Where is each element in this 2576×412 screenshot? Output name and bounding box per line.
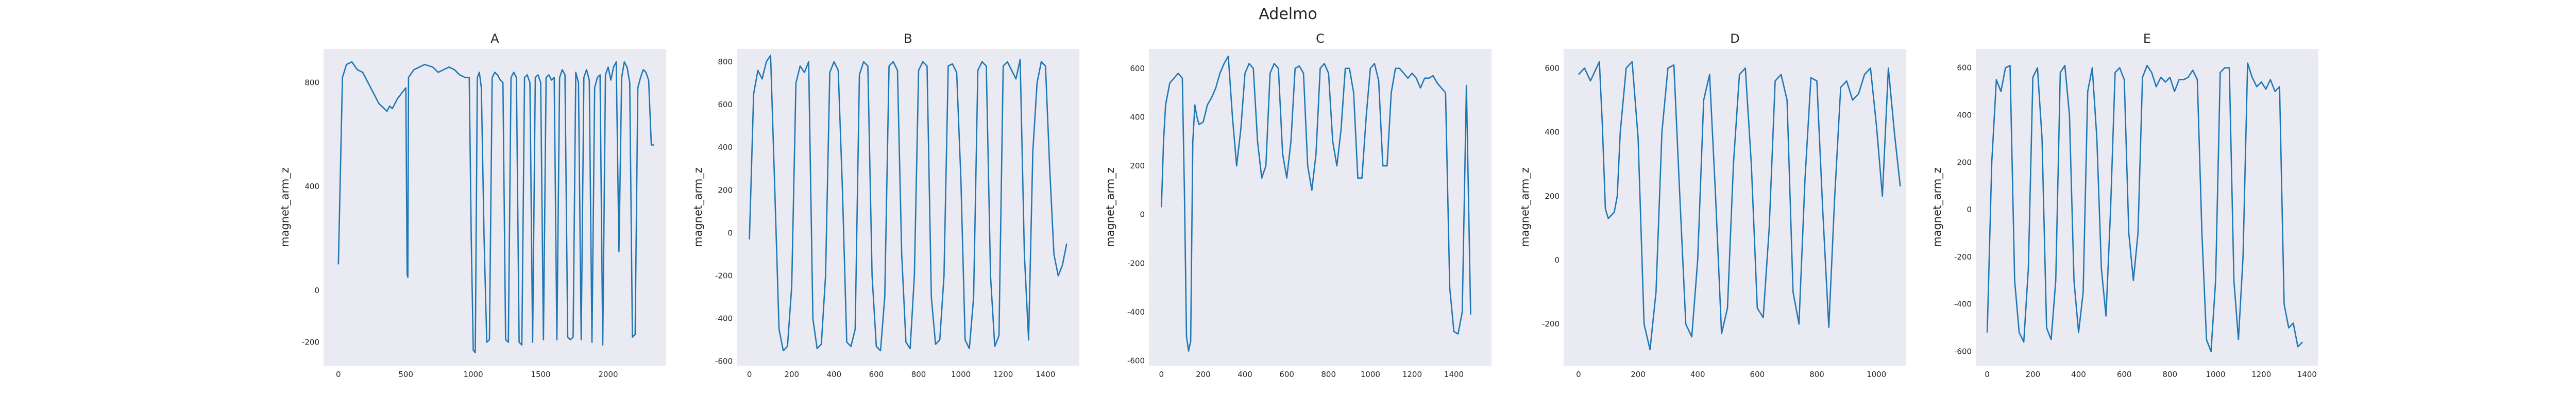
x-tick-label: 200: [2026, 370, 2041, 379]
plot-area: [324, 49, 666, 366]
y-tick-label: 0: [727, 228, 733, 237]
x-tick-label: 200: [784, 370, 799, 379]
x-tick-label: 1000: [1867, 370, 1886, 379]
x-tick-label: 200: [1196, 370, 1211, 379]
y-axis-label: magnet_arm_z: [692, 167, 705, 247]
plot-area: [1976, 49, 2318, 366]
y-tick-label: 0: [314, 286, 319, 295]
y-tick-label: 200: [1957, 158, 1972, 167]
x-tick-label: 1400: [2297, 370, 2317, 379]
x-tick-label: 200: [1631, 370, 1646, 379]
y-tick-label: -400: [1954, 300, 1972, 309]
x-tick-label: 1400: [1444, 370, 1464, 379]
y-tick-label: 600: [1957, 63, 1972, 73]
y-tick-label: 200: [718, 185, 733, 195]
y-tick-label: -200: [1954, 252, 1972, 262]
y-tick-label: 800: [718, 57, 733, 66]
x-tick-label: 2000: [598, 370, 618, 379]
series-line: [337, 61, 654, 354]
x-tick-label: 1000: [951, 370, 971, 379]
y-tick-label: 400: [1957, 111, 1972, 120]
panel-title: E: [2143, 31, 2151, 46]
y-tick-label: -400: [1127, 307, 1145, 317]
x-tick-label: 400: [827, 370, 842, 379]
y-tick-label: 0: [1140, 210, 1145, 219]
x-tick-label: 400: [1238, 370, 1252, 379]
series-line: [1161, 55, 1471, 352]
y-tick-label: -600: [715, 357, 733, 366]
y-tick-label: -200: [1127, 259, 1145, 268]
x-tick-label: 1500: [531, 370, 550, 379]
y-tick-label: -600: [1954, 347, 1972, 356]
y-tick-label: 200: [1130, 161, 1145, 170]
y-tick-label: 200: [1545, 192, 1560, 201]
series-line: [1986, 62, 2303, 352]
panel-title: C: [1316, 31, 1325, 46]
y-tick-label: 600: [718, 100, 733, 109]
y-tick-label: 400: [718, 143, 733, 152]
x-tick-label: 1000: [2206, 370, 2225, 379]
y-axis-label: magnet_arm_z: [1931, 167, 1944, 247]
y-tick-label: -600: [1127, 356, 1145, 366]
panel-title: B: [904, 31, 912, 46]
y-tick-label: 400: [1545, 128, 1560, 137]
x-tick-label: 1400: [1036, 370, 1055, 379]
y-tick-label: 400: [1130, 112, 1145, 122]
x-tick-label: 0: [1159, 370, 1164, 379]
x-tick-label: 1200: [993, 370, 1013, 379]
panel-title: D: [1730, 31, 1739, 46]
figure-title: Adelmo: [1259, 5, 1317, 23]
x-tick-label: 0: [747, 370, 752, 379]
x-tick-label: 600: [1750, 370, 1765, 379]
series-line: [749, 55, 1067, 352]
x-tick-label: 800: [911, 370, 926, 379]
y-axis-label: magnet_arm_z: [1104, 167, 1117, 247]
x-tick-label: 500: [398, 370, 413, 379]
y-axis-label: magnet_arm_z: [279, 167, 292, 247]
x-tick-label: 0: [1576, 370, 1581, 379]
x-tick-label: 400: [2071, 370, 2086, 379]
y-tick-label: -200: [1542, 319, 1560, 329]
x-tick-label: 1200: [1402, 370, 1422, 379]
plot-area: [1564, 49, 1906, 366]
x-tick-label: 400: [1690, 370, 1705, 379]
x-tick-label: 1000: [1361, 370, 1380, 379]
x-tick-label: 1200: [2251, 370, 2271, 379]
x-tick-label: 1000: [464, 370, 483, 379]
y-tick-label: 0: [1554, 255, 1560, 265]
x-tick-label: 600: [869, 370, 884, 379]
x-tick-label: 600: [1279, 370, 1294, 379]
plot-area: [1149, 49, 1492, 366]
y-tick-label: -200: [302, 338, 319, 347]
y-tick-label: 600: [1545, 63, 1560, 73]
y-axis-label: magnet_arm_z: [1519, 167, 1532, 247]
x-tick-label: 600: [2117, 370, 2132, 379]
y-tick-label: -400: [715, 314, 733, 323]
x-tick-label: 0: [336, 370, 341, 379]
x-tick-label: 800: [1321, 370, 1336, 379]
x-tick-label: 0: [1985, 370, 1990, 379]
panel-title: A: [490, 31, 499, 46]
x-tick-label: 800: [1809, 370, 1824, 379]
y-tick-label: 0: [1967, 205, 1972, 214]
y-tick-label: -200: [715, 271, 733, 280]
series-line: [1578, 61, 1901, 351]
y-tick-label: 800: [304, 78, 319, 88]
x-tick-label: 800: [2163, 370, 2178, 379]
y-tick-label: 600: [1130, 64, 1145, 73]
y-tick-label: 400: [304, 182, 319, 191]
